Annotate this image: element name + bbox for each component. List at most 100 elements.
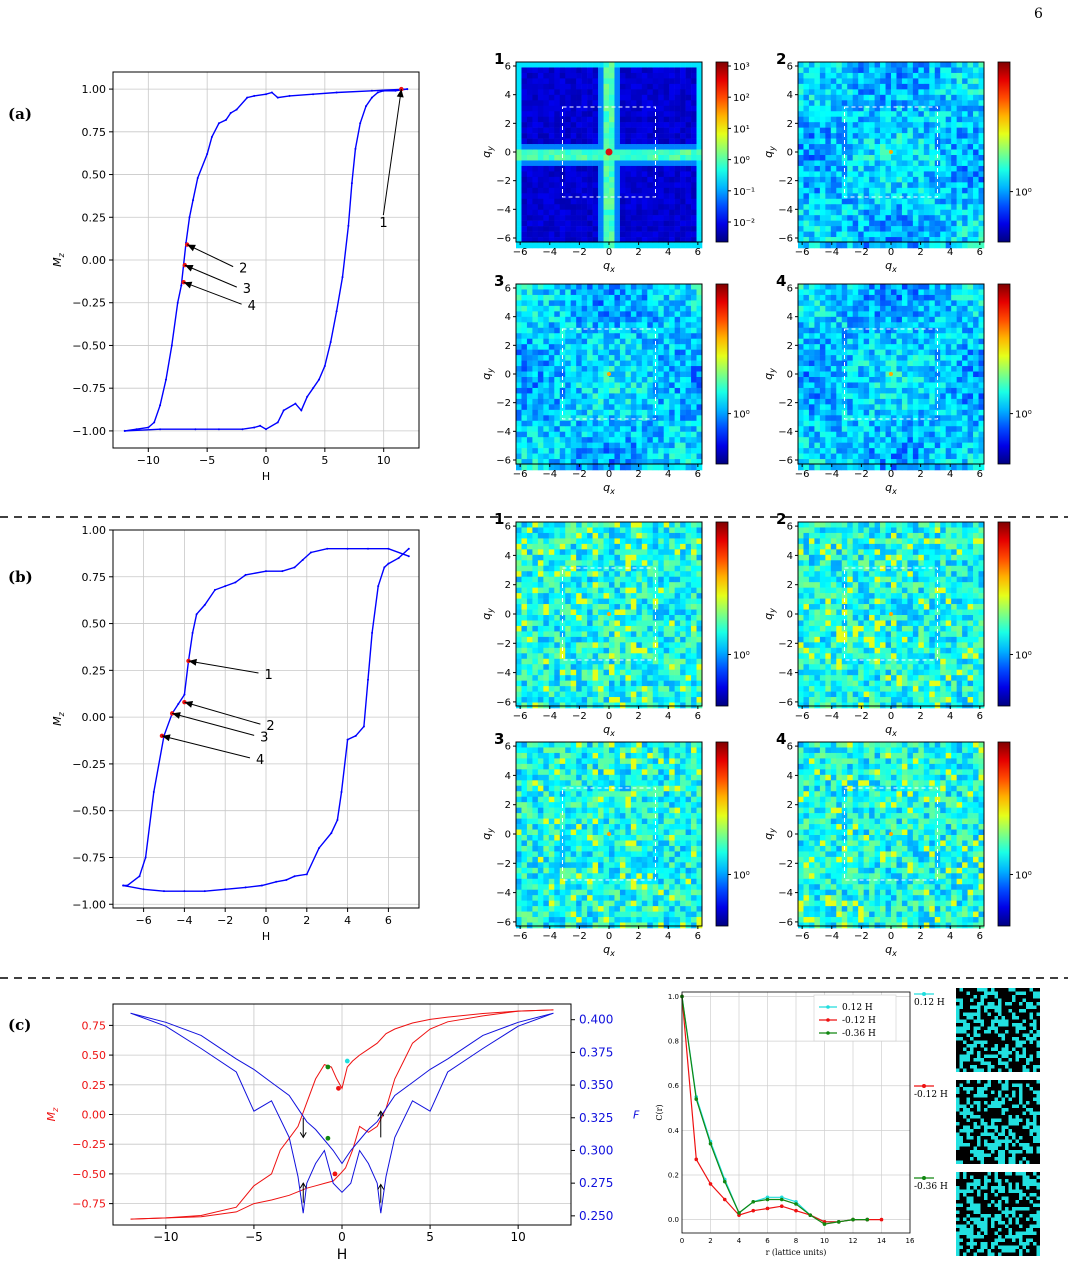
heat-cell: [647, 284, 654, 290]
heat-cell: [956, 366, 963, 372]
heat-cell: [592, 116, 599, 123]
heat-cell: [537, 94, 544, 101]
heat-cell: [973, 387, 979, 394]
heat-cell: [587, 94, 593, 101]
heat-cell: [896, 382, 903, 389]
heat-cell: [891, 409, 897, 416]
heat-cell: [570, 377, 577, 383]
heat-cell: [951, 371, 957, 378]
heat-cell: [956, 284, 963, 290]
heat-cell: [962, 398, 968, 405]
heat-cell: [808, 204, 815, 211]
heat-cell: [852, 165, 859, 172]
heat-cell: [598, 409, 604, 416]
heat-cell: [532, 149, 539, 156]
x-tick-label: 6: [977, 247, 983, 258]
heat-cell: [929, 316, 936, 323]
heat-cell: [863, 237, 870, 243]
heat-cell: [680, 149, 686, 156]
heat-cell: [652, 89, 659, 96]
heat-cell: [603, 404, 610, 411]
heat-cell: [630, 404, 637, 411]
heat-cell: [685, 187, 692, 194]
heat-cell: [962, 464, 968, 471]
heat-cell: [967, 226, 974, 232]
heat-cell: [825, 387, 832, 394]
heat-cell: [830, 204, 837, 211]
heat-cell: [798, 300, 804, 307]
heat-cell: [852, 294, 859, 301]
heat-cell: [945, 284, 952, 290]
heat-cell: [658, 360, 665, 367]
heat-cell: [901, 187, 908, 194]
heat-cell: [858, 204, 864, 211]
heat-cell: [896, 409, 903, 416]
heat-cell: [852, 89, 859, 96]
heat-cell: [830, 111, 837, 118]
heat-cell: [874, 300, 881, 307]
heat-cell: [956, 393, 963, 400]
heat-cell: [652, 453, 659, 460]
heat-cell: [830, 231, 837, 238]
heat-cell: [808, 437, 815, 443]
heat-cell: [891, 366, 897, 372]
heat-cell: [945, 377, 952, 383]
heat-cell: [869, 404, 875, 411]
marker-label: 2: [239, 262, 247, 277]
heat-cell: [814, 300, 821, 307]
heat-cell: [896, 226, 903, 232]
heat-cell: [691, 105, 697, 112]
heat-cell: [896, 404, 903, 411]
heat-cell: [685, 237, 692, 243]
heat-cell: [967, 62, 974, 68]
heat-cell: [537, 371, 544, 378]
heat-cell: [945, 198, 952, 205]
heat-cell: [808, 171, 815, 178]
heat-cell: [619, 294, 626, 301]
heat-cell: [537, 448, 544, 454]
arrow-head: [184, 265, 194, 272]
heat-cell: [554, 284, 561, 290]
heat-cell: [945, 453, 952, 460]
heat-cell: [841, 284, 848, 290]
heat-cell: [912, 393, 919, 400]
heat-cell: [532, 398, 539, 405]
heat-cell: [891, 94, 897, 101]
heat-cell: [614, 62, 621, 68]
heat-cell: [798, 349, 804, 356]
heat-cell: [852, 231, 859, 238]
heat-cell: [830, 360, 837, 367]
heat-cell: [891, 149, 897, 156]
heat-cell: [962, 382, 968, 389]
data-point: [346, 547, 349, 550]
heat-cell: [973, 404, 979, 411]
heat-cell: [554, 393, 561, 400]
y-tick-label: 0.25: [82, 211, 107, 224]
heat-cell: [847, 311, 854, 318]
heat-cell: [901, 193, 908, 200]
heat-cell: [587, 459, 593, 465]
heat-cell: [680, 387, 686, 394]
heat-cell: [798, 333, 804, 340]
heat-cell: [685, 220, 692, 227]
heat-cell: [841, 100, 848, 107]
heat-cell: [798, 442, 804, 449]
heat-cell: [880, 187, 886, 194]
heat-cell: [841, 294, 848, 301]
heat-cell: [918, 355, 925, 361]
heat-cell: [548, 116, 555, 123]
heat-cell: [934, 220, 941, 227]
heat-cell: [814, 387, 821, 394]
heat-cell: [685, 294, 692, 301]
heat-cell: [636, 220, 643, 227]
heat-cell: [581, 382, 588, 389]
heat-cell: [609, 193, 615, 200]
heat-cell: [526, 105, 533, 112]
heat-cell: [798, 215, 804, 221]
heat-cell: [836, 72, 843, 79]
heat-cell: [880, 426, 886, 433]
heat-cell: [929, 72, 936, 79]
heat-cell: [609, 437, 615, 443]
heat-cell: [918, 138, 925, 145]
heat-cell: [630, 237, 637, 243]
